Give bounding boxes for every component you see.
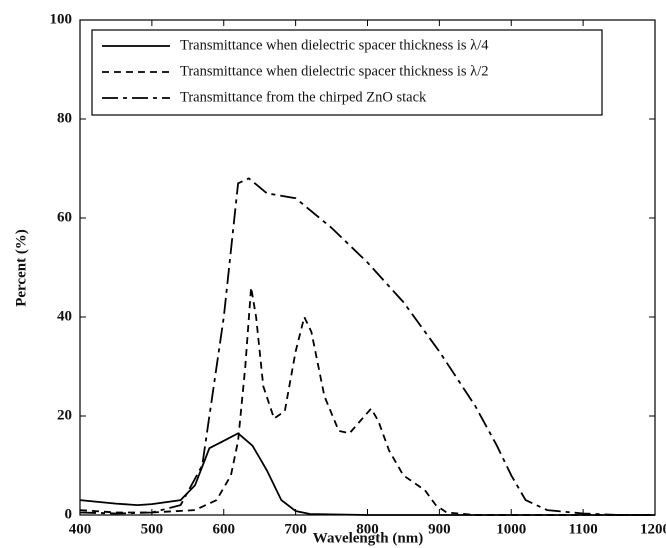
y-tick-label: 20 bbox=[57, 407, 72, 423]
x-tick-label: 900 bbox=[428, 521, 451, 537]
y-tick-label: 0 bbox=[65, 506, 73, 522]
x-tick-label: 600 bbox=[213, 521, 236, 537]
line-series bbox=[79, 432, 655, 516]
x-tick-label: 800 bbox=[356, 521, 379, 537]
legend-label: Transmittance when dielectric spacer thi… bbox=[180, 63, 489, 79]
x-tick-label: 400 bbox=[69, 521, 92, 537]
legend-label: Transmittance from the chirped ZnO stack bbox=[180, 89, 427, 105]
y-tick-label: 60 bbox=[57, 209, 72, 225]
line-series bbox=[79, 287, 655, 516]
x-axis-title: Wavelength (nm) bbox=[313, 530, 423, 546]
x-tick-label: 1000 bbox=[496, 521, 526, 537]
y-tick-label: 80 bbox=[57, 110, 72, 126]
x-tick-label: 1100 bbox=[569, 521, 598, 537]
legend-label: Transmittance when dielectric spacer thi… bbox=[180, 37, 489, 53]
x-tick-label: 700 bbox=[284, 521, 307, 537]
y-tick-label: 100 bbox=[50, 11, 73, 27]
x-tick-label: 500 bbox=[141, 521, 164, 537]
y-axis-title: Percent (%) bbox=[13, 229, 29, 307]
legend-box bbox=[91, 29, 603, 116]
line-series bbox=[79, 177, 655, 516]
y-tick-label: 40 bbox=[57, 308, 72, 324]
